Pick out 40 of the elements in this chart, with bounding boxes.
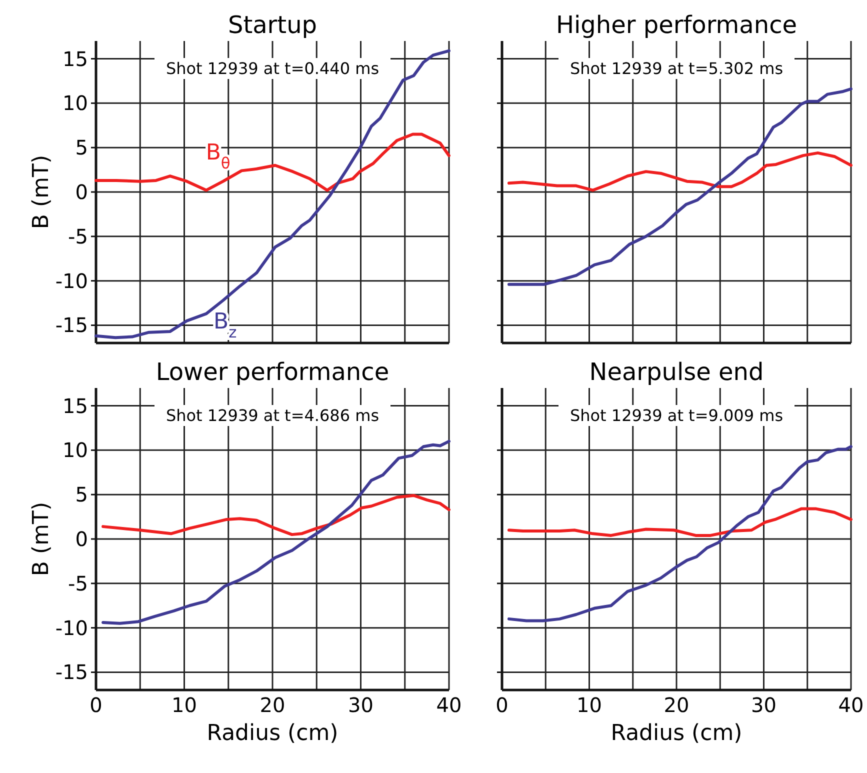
y-tick-label: -10 bbox=[55, 616, 88, 640]
y-tick-label: 0 bbox=[75, 527, 88, 551]
x-tick-label: 10 bbox=[576, 693, 602, 717]
y-tick-label: -5 bbox=[68, 571, 88, 596]
y-axis-title: B (mT) bbox=[29, 502, 54, 576]
y-axis-title: B (mT) bbox=[29, 154, 54, 230]
y-tick-label: 10 bbox=[62, 91, 88, 116]
annotation: Shot 12939 at t=5.302 ms bbox=[570, 59, 784, 78]
x-tick-label: 0 bbox=[496, 693, 508, 717]
x-axis-title: Radius (cm) bbox=[206, 721, 338, 746]
chart-title: Higher performance bbox=[556, 11, 798, 39]
annotation: Shot 12939 at t=9.009 ms bbox=[570, 406, 784, 425]
x-tick-label: 30 bbox=[348, 693, 374, 717]
y-tick-label: 5 bbox=[75, 482, 88, 507]
x-tick-label: 20 bbox=[664, 693, 690, 717]
line-series bbox=[102, 494, 450, 536]
annotation: Shot 12939 at t=4.686 ms bbox=[166, 406, 380, 425]
chart-title: Startup bbox=[228, 11, 318, 39]
chart-title: Nearpulse end bbox=[589, 358, 764, 386]
annotation: Shot 12939 at t=0.440 ms bbox=[166, 59, 380, 78]
x-tick-label: 40 bbox=[838, 693, 864, 717]
y-tick-label: 0 bbox=[75, 180, 88, 204]
x-tick-label: 30 bbox=[751, 693, 776, 717]
chart-title: Lower performance bbox=[156, 358, 390, 386]
line-series bbox=[94, 49, 450, 340]
y-tick-label: -5 bbox=[68, 224, 88, 248]
y-tick-label: 5 bbox=[75, 136, 88, 160]
x-tick-label: 20 bbox=[260, 693, 286, 717]
y-tick-label: 10 bbox=[62, 438, 88, 462]
line-series bbox=[102, 440, 450, 625]
y-tick-label: 15 bbox=[62, 46, 88, 71]
x-tick-label: 0 bbox=[90, 693, 102, 717]
y-tick-label: -15 bbox=[55, 660, 88, 684]
x-axis-title: Radius (cm) bbox=[610, 721, 742, 746]
x-tick-label: 10 bbox=[172, 693, 197, 717]
x-tick-label: 40 bbox=[436, 693, 462, 717]
y-tick-label: -15 bbox=[55, 313, 88, 338]
line-series bbox=[94, 132, 450, 192]
y-tick-label: 15 bbox=[62, 394, 88, 418]
y-tick-label: -10 bbox=[55, 268, 88, 293]
